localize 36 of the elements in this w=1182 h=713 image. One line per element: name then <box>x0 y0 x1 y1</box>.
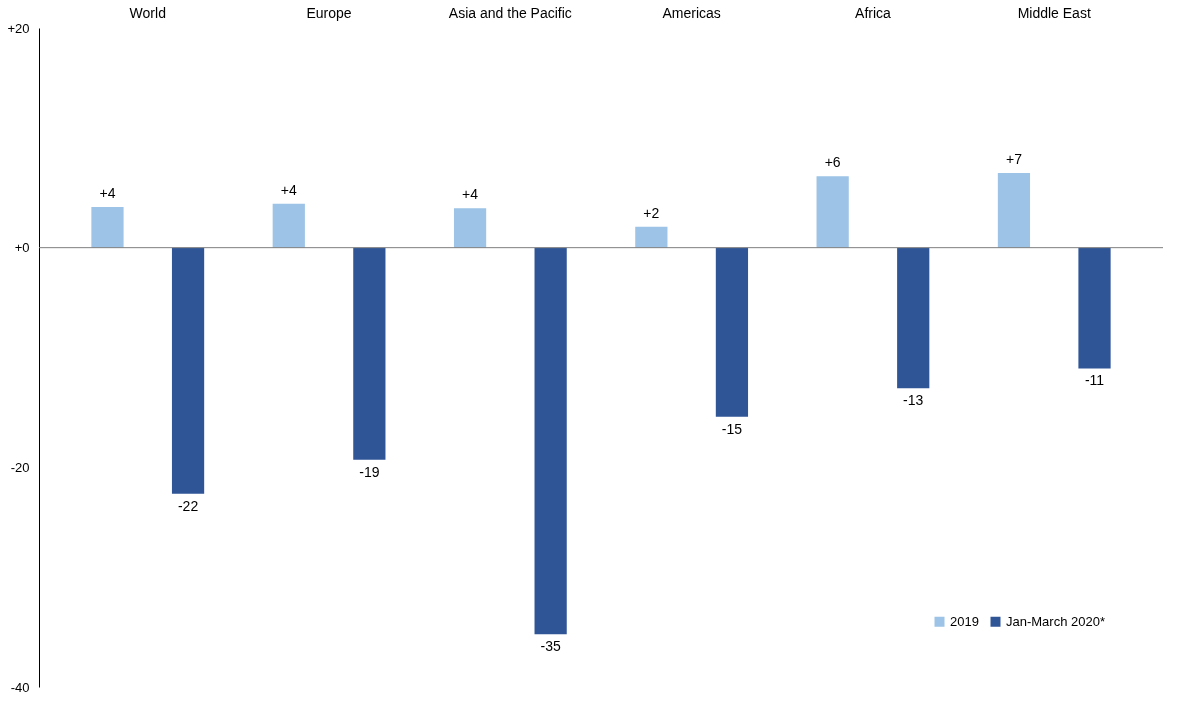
x-tick-label: Middle East <box>1017 4 1091 21</box>
data-label: -11 <box>1084 372 1105 389</box>
data-label: +4 <box>99 185 116 202</box>
legend-label: Jan-March 2020* <box>1006 613 1105 629</box>
data-label: +4 <box>462 186 479 203</box>
y-tick-label: +20 <box>7 20 30 36</box>
x-tick-label: Americas <box>662 4 721 21</box>
y-tick-label: +0 <box>14 240 30 256</box>
x-tick-label: Africa <box>855 4 892 21</box>
data-label: +4 <box>280 181 297 198</box>
bar <box>715 247 749 417</box>
data-label: +7 <box>1005 150 1023 167</box>
bar <box>272 203 305 248</box>
bar <box>353 247 386 460</box>
bar <box>1078 247 1111 369</box>
data-label: -22 <box>177 497 199 514</box>
bar <box>534 247 567 635</box>
bar <box>171 247 205 494</box>
bar <box>453 208 487 248</box>
bar <box>635 226 668 248</box>
bar <box>997 172 1031 248</box>
data-label: -13 <box>903 392 924 409</box>
bar <box>897 247 930 389</box>
y-tick-label: -40 <box>10 679 30 695</box>
bar <box>91 207 124 248</box>
data-label: +2 <box>643 204 660 221</box>
x-tick-label: World <box>129 4 166 21</box>
y-tick-label: -20 <box>10 459 30 475</box>
data-label: +6 <box>824 154 841 171</box>
x-tick-label: Asia and the Pacific <box>448 4 572 21</box>
data-label: -19 <box>359 463 380 480</box>
x-tick-label: Europe <box>306 4 352 21</box>
bar <box>816 176 849 248</box>
data-label: -35 <box>540 638 561 655</box>
data-label: -15 <box>721 420 743 437</box>
legend-label: 2019 <box>950 613 979 629</box>
